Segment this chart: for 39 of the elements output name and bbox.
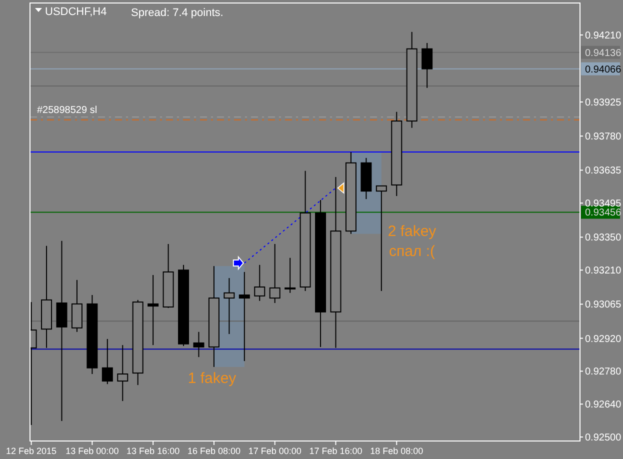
candlestick xyxy=(284,257,296,294)
y-tick-label: 0.93065 xyxy=(585,300,622,311)
candlestick xyxy=(56,240,68,422)
candlestick xyxy=(117,344,128,402)
candlestick xyxy=(376,185,387,292)
y-tick-label: 0.92780 xyxy=(585,366,622,378)
x-tick-label: 13 Feb 00:00 xyxy=(66,446,119,456)
y-tick-label: 0.93925 xyxy=(585,97,622,108)
x-tick-label: 16 Feb 08:00 xyxy=(187,446,240,456)
x-tick-label: 12 Feb 2015 xyxy=(6,446,57,456)
y-tick-label: 0.93350 xyxy=(585,232,622,244)
candlestick xyxy=(71,279,82,332)
y-tick-label: 0.92920 xyxy=(585,334,622,345)
chart-title: USDCHF,H4 xyxy=(45,6,107,18)
x-tick-label: 18 Feb 08:00 xyxy=(370,446,424,456)
ref-line-label: 0.94066 xyxy=(585,64,622,76)
annotation: 1 fakey xyxy=(188,370,237,387)
candlestick xyxy=(148,274,159,346)
candlestick xyxy=(193,331,204,358)
x-tick-label: 17 Feb 16:00 xyxy=(309,446,362,456)
ref-line-label: 0.94136 xyxy=(585,48,622,59)
candlestick xyxy=(238,271,250,362)
y-tick-label: 0.93780 xyxy=(585,132,622,143)
candlestick xyxy=(254,264,266,302)
y-tick-label: 0.92500 xyxy=(585,432,622,444)
annotation: спал :( xyxy=(388,243,436,260)
y-tick-label: 0.93635 xyxy=(585,166,622,177)
candlestick xyxy=(422,42,433,88)
y-tick-label: 0.92640 xyxy=(585,400,622,411)
annotation: 2 fakey xyxy=(388,223,437,240)
candlestick xyxy=(102,338,113,385)
y-tick-label: 0.94210 xyxy=(585,30,622,42)
candlestick xyxy=(269,243,280,304)
annotation: Spread: 7.4 points. xyxy=(131,7,224,19)
x-tick-label: 17 Feb 00:00 xyxy=(248,446,302,456)
ref-line-label: #25898529 sl xyxy=(37,105,98,116)
candlestick xyxy=(224,278,235,335)
y-tick-label: 0.93210 xyxy=(585,266,622,277)
x-tick-label: 13 Feb 16:00 xyxy=(126,446,180,456)
